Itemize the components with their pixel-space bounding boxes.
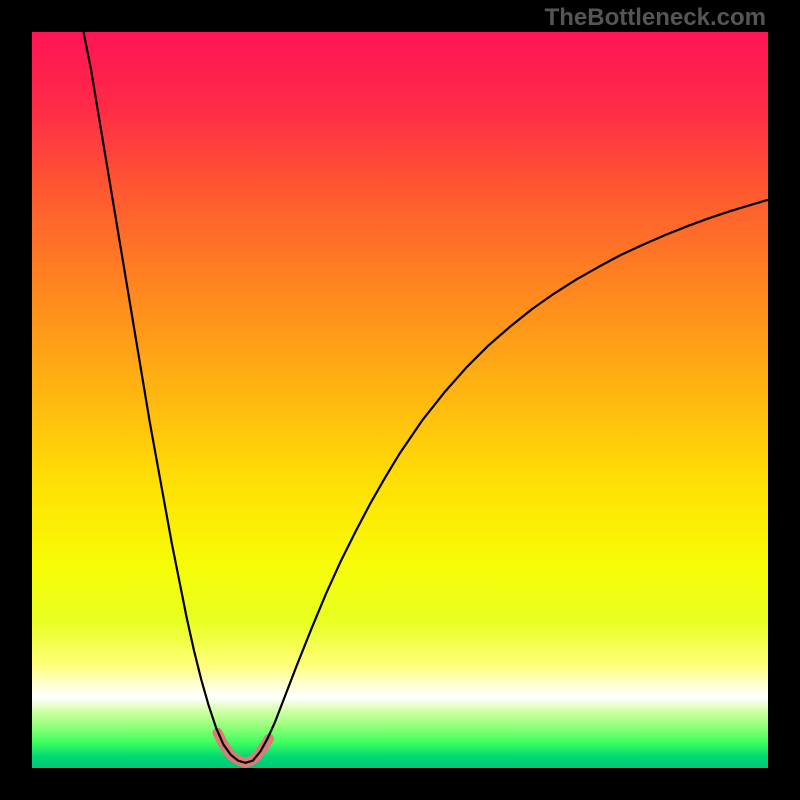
chart-container: TheBottleneck.com [0, 0, 800, 800]
bottleneck-curve [84, 32, 768, 763]
plot-area [32, 32, 768, 768]
watermark-text: TheBottleneck.com [545, 4, 766, 32]
curve-overlay [32, 32, 768, 768]
